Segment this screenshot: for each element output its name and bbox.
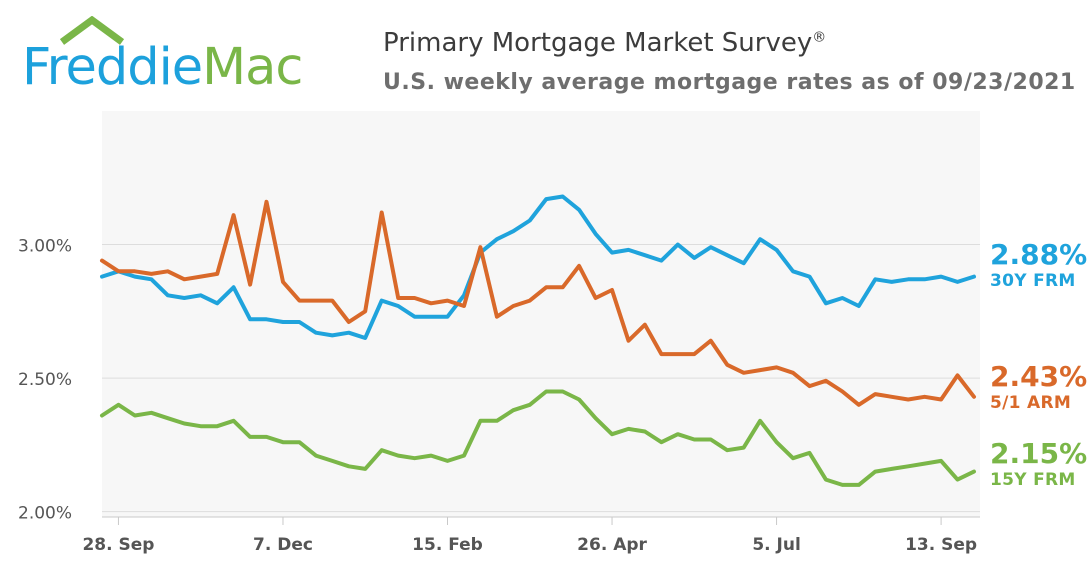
logo-freddie: Freddie — [22, 38, 203, 97]
arm51-series-name: 5/1 ARM — [990, 393, 1072, 413]
x-tick-label: 28. Sep — [82, 535, 154, 555]
registered-mark: ® — [812, 29, 827, 46]
arm51-series-line — [100, 199, 976, 407]
frm15-current-rate: 2.15% — [990, 437, 1088, 470]
chart-subtitle: U.S. weekly average mortgage rates as of… — [383, 70, 1076, 95]
frm30-series-name: 30Y FRM — [990, 271, 1076, 291]
y-tick-label: 3.00% — [18, 237, 72, 257]
frm30-label: 2.88% 30Y FRM — [990, 238, 1087, 291]
plot-background — [102, 111, 980, 517]
frm15-label: 2.15% 15Y FRM — [990, 437, 1087, 490]
logo-mac: Mac — [202, 38, 303, 97]
house-roof-icon — [59, 16, 125, 45]
freddie-mac-logo: FreddieMac — [22, 16, 352, 97]
arm51-current-rate: 2.43% — [990, 360, 1088, 393]
frm15-series-name: 15Y FRM — [990, 470, 1076, 490]
chart-title-text: Primary Mortgage Market Survey — [383, 28, 813, 58]
x-tick-label: 26. Apr — [577, 535, 647, 555]
y-tick-label: 2.50% — [18, 370, 72, 390]
x-tick-label: 7. Dec — [253, 535, 313, 555]
x-tick-label: 13. Sep — [905, 535, 977, 555]
frm30-series-line — [100, 194, 976, 340]
y-tick-label: 2.00% — [18, 504, 72, 524]
x-tick-label: 15. Feb — [412, 535, 483, 555]
chart-title: Primary Mortgage Market Survey® — [383, 28, 826, 58]
frm15-series-line — [100, 389, 976, 487]
x-tick-label: 5. Jul — [752, 535, 800, 555]
frm30-current-rate: 2.88% — [990, 238, 1088, 271]
arm51-label: 2.43% 5/1 ARM — [990, 360, 1087, 413]
